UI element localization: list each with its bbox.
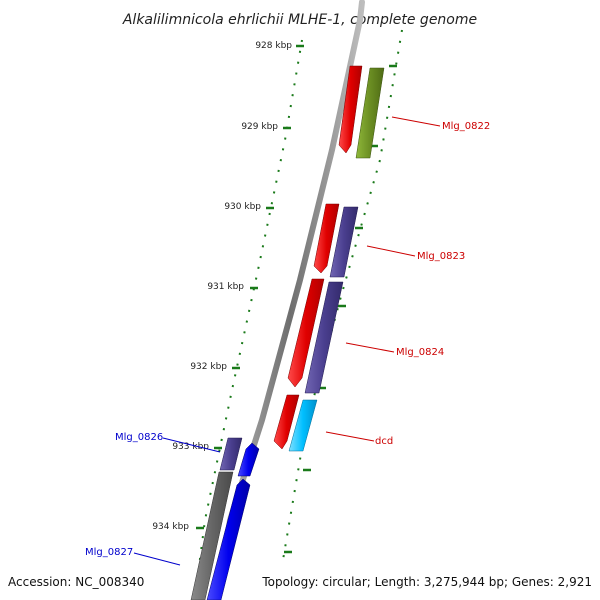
- tick-label-928: 928 kbp: [255, 41, 292, 51]
- gene-mlg-0826-cog[interactable]: [219, 437, 243, 471]
- gene-mlg-0823-cog[interactable]: [329, 206, 359, 278]
- tick-label-933: 933 kbp: [172, 442, 209, 452]
- leader-dcd: [325, 431, 375, 442]
- gene-dcd-cds[interactable]: [273, 394, 300, 450]
- gene-dcd-cog[interactable]: [288, 399, 318, 452]
- gene-label-mlg-0824[interactable]: Mlg_0824: [396, 347, 444, 358]
- gene-mlg-0824-cds[interactable]: [287, 278, 325, 388]
- gene-mlg-0823-cds[interactable]: [313, 203, 340, 274]
- genome-summary-text: Topology: circular; Length: 3,275,944 bp…: [261, 575, 592, 589]
- tick-label-931: 931 kbp: [207, 282, 244, 292]
- leader-mlg-0826: [162, 437, 221, 453]
- gene-label-mlg-0823[interactable]: Mlg_0823: [417, 251, 465, 262]
- gene-label-mlg-0822[interactable]: Mlg_0822: [442, 121, 490, 132]
- tick-label-932: 932 kbp: [190, 362, 227, 372]
- map-title: Alkalilimnicola ehrlichii MLHE-1, comple…: [122, 12, 477, 28]
- gene-mlg-0824-cog[interactable]: [304, 281, 344, 394]
- gene-mlg-0827-cds[interactable]: [206, 478, 251, 600]
- gene-mlg-0822-cog[interactable]: [355, 67, 385, 159]
- gene-mlg-0822-cds[interactable]: [338, 65, 363, 154]
- leader-mlg-0823: [366, 245, 416, 257]
- tick-label-929: 929 kbp: [241, 122, 278, 132]
- tick-label-934: 934 kbp: [152, 522, 189, 532]
- gene-mlg-0827-cog[interactable]: [190, 471, 234, 600]
- gene-label-mlg-0827[interactable]: Mlg_0827: [85, 547, 133, 558]
- accession-text: Accession: NC_008340: [8, 575, 144, 589]
- gene-label-dcd[interactable]: dcd: [375, 436, 393, 447]
- tick-label-930: 930 kbp: [224, 202, 261, 212]
- leader-mlg-0827: [133, 552, 181, 566]
- gene-mlg-0826-cds[interactable]: [237, 442, 260, 477]
- leader-mlg-0822: [391, 116, 441, 127]
- gene-label-mlg-0826[interactable]: Mlg_0826: [115, 432, 163, 443]
- ruler-ticks: [196, 44, 397, 554]
- leader-mlg-0824: [345, 342, 395, 353]
